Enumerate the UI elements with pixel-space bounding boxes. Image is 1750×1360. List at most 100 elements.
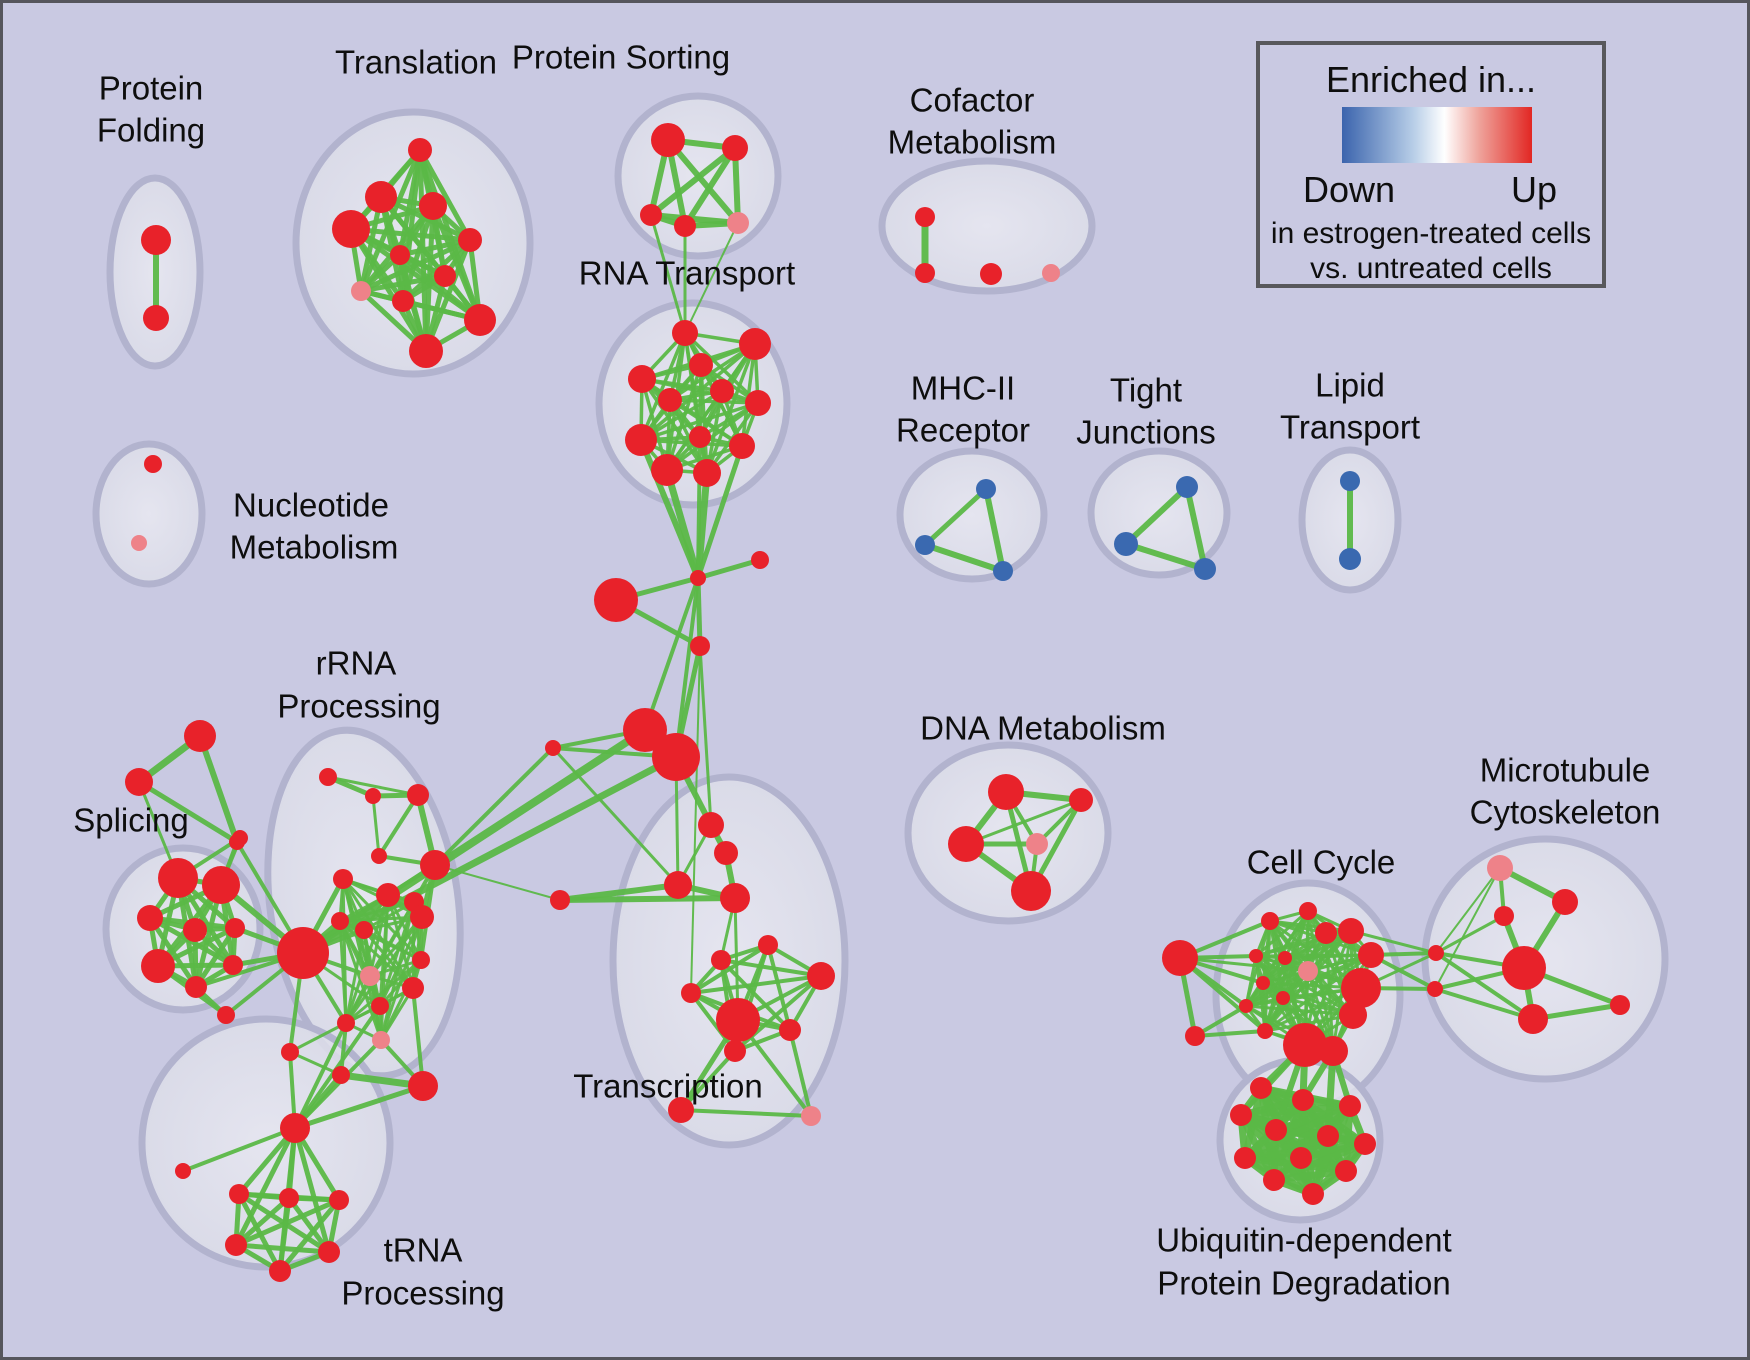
node-j2[interactable] xyxy=(690,636,710,656)
node-rr20[interactable] xyxy=(281,1043,299,1061)
node-mc1[interactable] xyxy=(1487,855,1513,881)
node-mc2[interactable] xyxy=(1494,906,1514,926)
node-lt1[interactable] xyxy=(1340,471,1360,491)
node-cc7[interactable] xyxy=(1256,976,1270,990)
node-rr10[interactable] xyxy=(355,921,373,939)
node-tx6[interactable] xyxy=(711,950,731,970)
node-tx2[interactable] xyxy=(714,841,738,865)
node-ub4[interactable] xyxy=(1265,1119,1287,1141)
node-tr6[interactable] xyxy=(269,1260,291,1282)
node-tx11[interactable] xyxy=(724,1040,746,1062)
node-sa[interactable] xyxy=(184,720,216,752)
node-rr16[interactable] xyxy=(337,1014,355,1032)
node-cc1[interactable] xyxy=(1162,940,1198,976)
node-tl6[interactable] xyxy=(390,245,410,265)
node-tx7[interactable] xyxy=(681,983,701,1003)
node-ccp[interactable] xyxy=(1298,961,1318,981)
node-rt11[interactable] xyxy=(651,454,683,486)
node-hub[interactable] xyxy=(277,927,329,979)
node-ub12[interactable] xyxy=(1302,1183,1324,1205)
node-cc17[interactable] xyxy=(1318,1036,1348,1066)
node-rr5[interactable] xyxy=(420,850,450,880)
node-rt5[interactable] xyxy=(658,388,682,412)
node-nm2[interactable] xyxy=(131,535,147,551)
node-sp4[interactable] xyxy=(183,918,207,942)
node-ps4[interactable] xyxy=(674,215,696,237)
node-cc9[interactable] xyxy=(1276,991,1290,1005)
node-ub8[interactable] xyxy=(1234,1147,1256,1169)
node-rt6[interactable] xyxy=(710,379,734,403)
node-mc5[interactable] xyxy=(1518,1004,1548,1034)
node-mc4[interactable] xyxy=(1502,946,1546,990)
node-rr1[interactable] xyxy=(319,768,337,786)
node-ub5[interactable] xyxy=(1317,1125,1339,1147)
node-rr14[interactable] xyxy=(402,977,424,999)
node-ub1[interactable] xyxy=(1250,1077,1272,1099)
node-rr4[interactable] xyxy=(371,848,387,864)
node-tx13[interactable] xyxy=(801,1106,821,1126)
node-tx4[interactable] xyxy=(720,883,750,913)
node-tx12[interactable] xyxy=(668,1097,694,1123)
node-ps3[interactable] xyxy=(640,204,662,226)
node-tr2[interactable] xyxy=(279,1188,299,1208)
node-rt9[interactable] xyxy=(689,426,711,448)
node-rt8[interactable] xyxy=(625,424,657,456)
node-dm4[interactable] xyxy=(1011,871,1051,911)
node-ub3[interactable] xyxy=(1230,1104,1252,1126)
node-rr9[interactable] xyxy=(331,912,349,930)
node-cc4[interactable] xyxy=(1299,902,1317,920)
node-cc3[interactable] xyxy=(1261,912,1279,930)
node-cm2[interactable] xyxy=(915,263,935,283)
node-tr5[interactable] xyxy=(318,1241,340,1263)
node-tr4[interactable] xyxy=(225,1234,247,1256)
node-tl11[interactable] xyxy=(409,334,443,368)
node-txl[interactable] xyxy=(550,890,570,910)
node-tl8[interactable] xyxy=(351,281,371,301)
node-rr15[interactable] xyxy=(371,997,389,1015)
node-dm3[interactable] xyxy=(1026,833,1048,855)
node-cc16[interactable] xyxy=(1283,1023,1327,1067)
node-cm4[interactable] xyxy=(1042,264,1060,282)
node-rt10[interactable] xyxy=(729,433,755,459)
node-sp1[interactable] xyxy=(158,858,198,898)
node-tx10[interactable] xyxy=(779,1019,801,1041)
node-ub10[interactable] xyxy=(1335,1160,1357,1182)
node-tx9[interactable] xyxy=(716,998,760,1042)
node-mc3[interactable] xyxy=(1552,889,1578,915)
node-mc8[interactable] xyxy=(1427,981,1443,997)
node-rr19[interactable] xyxy=(408,1071,438,1101)
node-rr2[interactable] xyxy=(365,788,381,804)
node-tl4[interactable] xyxy=(419,192,447,220)
node-nm1[interactable] xyxy=(144,455,162,473)
node-rr6[interactable] xyxy=(333,869,353,889)
node-cc11[interactable] xyxy=(1315,922,1337,944)
node-tl1[interactable] xyxy=(408,138,432,162)
node-j1[interactable] xyxy=(690,570,706,586)
node-hub2[interactable] xyxy=(280,1113,310,1143)
node-rt2[interactable] xyxy=(739,328,771,360)
node-tl10[interactable] xyxy=(464,304,496,336)
node-trl[interactable] xyxy=(175,1163,191,1179)
node-mh3[interactable] xyxy=(993,561,1013,581)
node-tx5[interactable] xyxy=(758,935,778,955)
node-sp3[interactable] xyxy=(137,905,163,931)
node-pf1[interactable] xyxy=(141,225,171,255)
node-tj2[interactable] xyxy=(1114,532,1138,556)
node-tl3[interactable] xyxy=(332,210,370,248)
node-tj3[interactable] xyxy=(1194,558,1216,580)
node-lt2[interactable] xyxy=(1339,548,1361,570)
node-sp6[interactable] xyxy=(141,949,175,983)
node-ps2[interactable] xyxy=(722,135,748,161)
node-rt7[interactable] xyxy=(745,390,771,416)
node-sl[interactable] xyxy=(545,740,561,756)
node-rr3[interactable] xyxy=(407,784,429,806)
node-tl5[interactable] xyxy=(458,228,482,252)
node-sp9[interactable] xyxy=(232,830,248,846)
node-rt1[interactable] xyxy=(672,320,698,346)
node-ub11[interactable] xyxy=(1263,1169,1285,1191)
node-sb[interactable] xyxy=(125,768,153,796)
node-pf2[interactable] xyxy=(143,305,169,331)
node-dm2[interactable] xyxy=(948,826,984,862)
node-cc8[interactable] xyxy=(1239,999,1253,1013)
node-sp5[interactable] xyxy=(225,918,245,938)
